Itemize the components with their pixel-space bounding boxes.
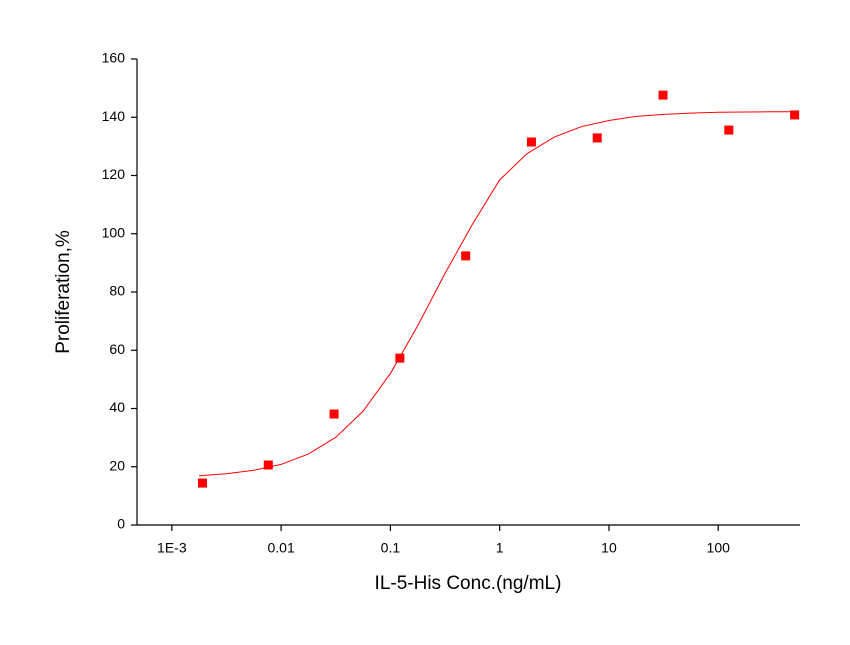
y-tick-label: 20 <box>109 457 125 473</box>
data-point <box>461 251 471 261</box>
x-tick-label: 1E-3 <box>157 540 187 556</box>
fit-curve <box>199 111 795 477</box>
y-tick-label: 140 <box>102 108 126 124</box>
data-point <box>526 137 536 147</box>
y-tick-label: 0 <box>117 516 125 532</box>
data-point <box>197 478 207 488</box>
x-tick-label: 0.1 <box>381 540 401 556</box>
y-axis-title: Proliferation,% <box>53 230 74 354</box>
data-point <box>395 353 405 363</box>
y-tick-label: 120 <box>102 166 126 182</box>
data-point <box>658 90 668 100</box>
y-tick-label: 60 <box>109 341 125 357</box>
data-point <box>790 110 800 120</box>
data-point <box>592 133 602 143</box>
y-tick-label: 80 <box>109 283 125 299</box>
x-tick-label: 0.01 <box>267 540 294 556</box>
data-point <box>724 125 734 135</box>
data-point <box>263 460 273 470</box>
x-tick-label: 100 <box>707 540 731 556</box>
y-tick-label: 160 <box>102 50 126 66</box>
x-tick-label: 10 <box>601 540 617 556</box>
data-point <box>329 409 339 419</box>
y-tick-label: 100 <box>102 224 126 240</box>
x-tick-label: 1 <box>496 540 504 556</box>
y-tick-label: 40 <box>109 399 125 415</box>
x-axis-title: IL-5-His Conc.(ng/mL) <box>375 573 562 594</box>
